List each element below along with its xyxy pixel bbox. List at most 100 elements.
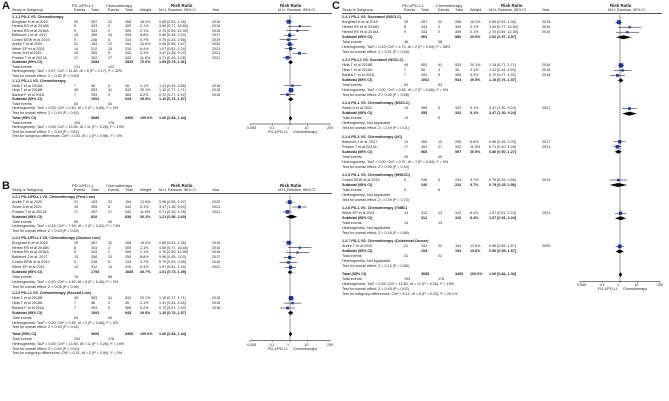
table-row-w: 13.6% (140, 199, 151, 204)
table-row-ev2: 5 (108, 204, 111, 209)
events-label: Total events (342, 83, 362, 88)
table-row-tot2: 45 (125, 300, 130, 305)
table-row-yr: 2016 (212, 28, 221, 33)
panel_b-plot (249, 195, 331, 343)
table-row-ci: 3.47 [1.38, 9.24] (159, 51, 186, 55)
table-row-ev1: 7 (74, 83, 77, 88)
events-1: 19 (404, 116, 409, 121)
table-row-study: Winer EP et al 2021 (12, 265, 45, 270)
table-row-yr: 2018 (212, 305, 221, 310)
total-total-1: 3605 (91, 331, 100, 336)
table-row-study: Sezer A et al 2021 (342, 106, 372, 111)
subgroup-title: 1.2.5 PD-1 VS. Chemotherapy (HNSCC) (342, 172, 411, 177)
table-row-ci: 0.79 [0.25, 2.56] (159, 260, 186, 265)
table-row-study: Herbst RS et al 2016A (12, 250, 49, 255)
study-marker (288, 265, 293, 269)
table-row-ev2: 5 (438, 106, 441, 111)
events-2: 6 (438, 187, 441, 192)
table-row-study: Herbst RS et al 2016A (342, 30, 379, 34)
table-row-tot1: 343 (91, 24, 98, 28)
subtotal-total-1: 312 (421, 216, 428, 220)
study-marker (616, 178, 620, 182)
subtotal-diamond (615, 35, 632, 40)
subtotal-total-1: 810 (91, 214, 98, 219)
table-row-yr: 2018 (212, 88, 221, 92)
table-row-study: Sezer A et al 2021 (12, 51, 42, 55)
study-marker (298, 246, 301, 249)
header-rule (12, 193, 332, 194)
table-row-study: Herbst RS et al 2016B (342, 25, 379, 29)
x-tick-label: 10 (304, 126, 309, 130)
subtotal-diamond (621, 111, 637, 116)
total-diamond (288, 115, 293, 121)
table-row-tot2: 365 (125, 92, 132, 97)
table-row-study: Hida T et al 2018B (12, 88, 43, 92)
total-total-2: 3466 (455, 272, 464, 277)
events-2: 36 (438, 40, 443, 44)
events-label: Total events (12, 101, 32, 106)
subtotal-label: Subtotal (95% CI) (342, 35, 373, 39)
x-tick-label: 10 (304, 342, 309, 347)
table-row-ci: 1.07 [0.51, 2.24] (159, 265, 186, 270)
table-row-w: 8.8% (470, 139, 479, 144)
total-weight: 100.0% (140, 116, 153, 120)
table-row-yr: 2021 (212, 265, 221, 270)
panel_a-plot (249, 15, 331, 126)
subgroup-title: 1.2.4 PD-1 VS. Chemotherapy (UC) (342, 134, 403, 139)
study-marker (291, 84, 294, 87)
table-row-w: 5.2% (140, 305, 149, 310)
table-row-ev2: 41 (438, 63, 443, 68)
total-label: Total (95% CI) (342, 272, 367, 277)
table-row-study: Andre T et al 2020 (342, 244, 373, 249)
table-row-ci: 1.07 [0.51, 2.24] (489, 211, 516, 215)
study-marker (286, 240, 291, 245)
table-row-tot2: 309 (455, 30, 462, 34)
table-row-study: Hida T et al 2018A (342, 68, 373, 73)
events-2: 5 (438, 116, 441, 121)
table-row-w: 20.1% (140, 88, 151, 92)
total-label: Total (95% CI) (12, 116, 37, 120)
table-row-study: Borghaei H et al 2015 (342, 20, 378, 24)
header-group2: Chemotherapy (106, 3, 133, 8)
header-total-2: Total (455, 8, 463, 12)
table-row-study: Winer EP et al 2021 (342, 211, 375, 215)
table-row-ci: 1.41 [0.44, 4.55] (159, 300, 186, 305)
total-weight: 100.0% (140, 331, 153, 336)
table-row-tot2: 309 (125, 250, 132, 255)
table-row-yr: 2020 (542, 244, 551, 249)
header-events-2: Events (108, 188, 120, 192)
total-diamond (288, 331, 293, 337)
events-2: 40 (438, 154, 443, 159)
study-marker (286, 19, 291, 24)
subtotal-total-1: 1793 (91, 270, 100, 274)
table-row-ci: 1.15 [0.77, 1.71] (489, 63, 516, 68)
table-row-study: Borghaei H et al 2015 (12, 19, 48, 24)
table-row-ev1: 29 (404, 20, 409, 24)
subtotal-ci: 0.79 [0.25, 2.56] (489, 182, 517, 187)
table-row-yr: 2021 (212, 51, 221, 55)
header-risk-ratio: Risk Ratio (171, 183, 193, 188)
x-tick-label: 200 (327, 126, 334, 130)
table-row-study: Powles T et al 2021A (12, 55, 47, 60)
total-events-2: 176 (108, 336, 115, 341)
subtotal-weight: 30.2% (140, 214, 151, 219)
header-total-1: Total (91, 188, 99, 192)
table-row-tot1: 153 (421, 244, 428, 249)
study-marker (616, 20, 621, 25)
table-row-ci: 1.07 [0.51, 2.24] (159, 46, 186, 51)
table-row-study: Bellmunt J et al. 2017 (12, 33, 48, 37)
table-row-ev1: 21 (74, 199, 79, 204)
subtotal-ci: 1.10 [0.76, 1.57] (489, 78, 517, 83)
heterogeneity-text: Heterogeneity: Tau² = 0.00; Chi² = 0.83,… (12, 320, 119, 325)
study-marker (286, 261, 290, 264)
header-study: Study or Subgroup (12, 8, 43, 12)
subgroup-differences: Test for subgroup differences: Chi² = 0.… (12, 134, 123, 138)
header-mh-plot: M-H, Random, 95% CI (608, 8, 646, 12)
table-row-ev1: 29 (74, 19, 79, 24)
subtotal-total-1: 568 (421, 149, 428, 154)
table-row-ev1: 17 (404, 144, 409, 149)
events-label: Total events (12, 219, 32, 224)
subtotal-ci: 1.10 [0.76, 1.57] (159, 310, 187, 315)
events-2: 22 (438, 254, 443, 259)
axis-favours-right: Chemotherapy (293, 346, 318, 351)
